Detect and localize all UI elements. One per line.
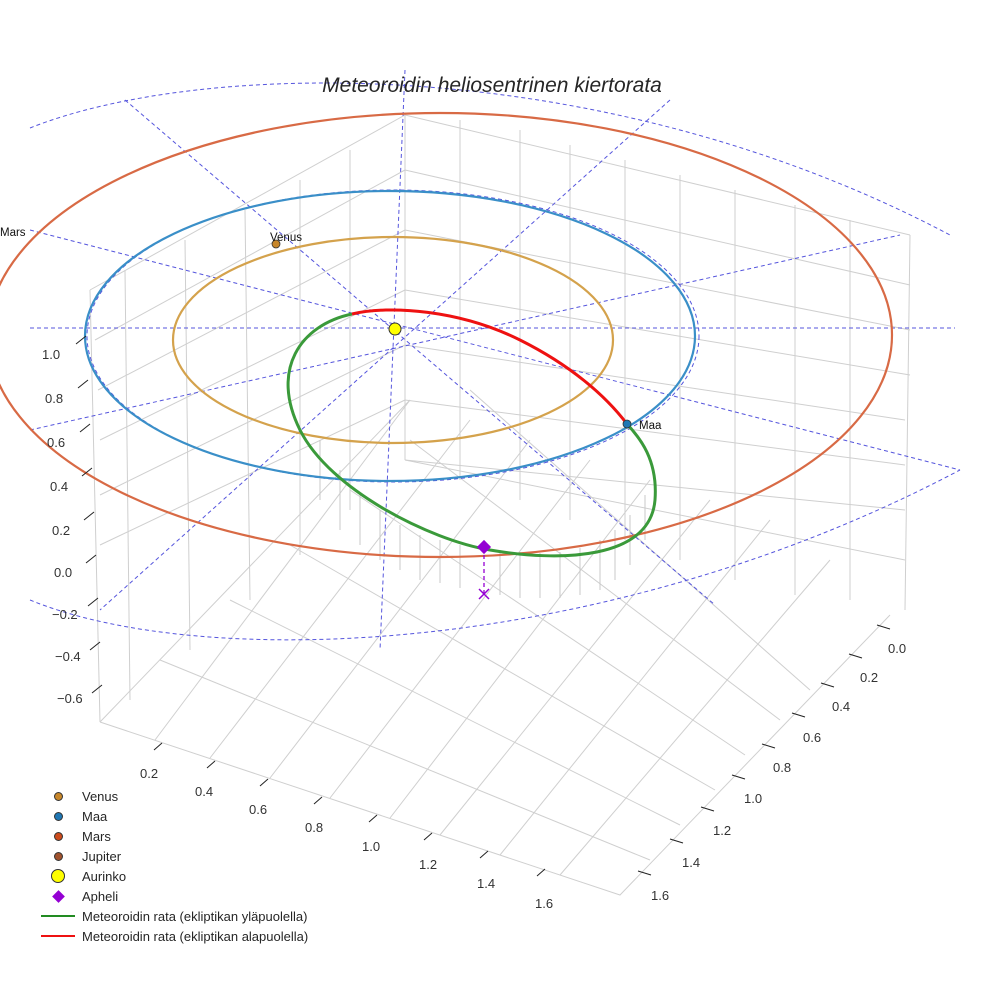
legend-label: Jupiter xyxy=(82,848,122,864)
z-tick: −0.6 xyxy=(57,691,83,706)
z-tick: 0.0 xyxy=(54,565,72,580)
x-tick: 0.4 xyxy=(195,784,213,799)
y-tick: 1.2 xyxy=(713,823,731,838)
x-tick: 0.2 xyxy=(140,0,158,3)
diamond-icon xyxy=(51,889,65,903)
legend: Venus Maa Mars Jupiter Aurinko Apheli Me… xyxy=(38,786,308,946)
y-tick: 1.4 xyxy=(682,855,700,870)
sun-icon xyxy=(51,869,65,883)
y-tick: 0.8 xyxy=(773,760,791,775)
legend-item-orbit-above: Meteoroidin rata (ekliptikan yläpuolella… xyxy=(38,906,308,926)
z-tick: 0.6 xyxy=(47,435,65,450)
red-line-icon xyxy=(41,935,75,937)
x-tick: 1.2 xyxy=(419,857,437,872)
legend-label: Meteoroidin rata (ekliptikan yläpuolella… xyxy=(82,908,308,924)
legend-item-venus: Venus xyxy=(38,786,308,806)
sun-marker xyxy=(388,322,402,336)
x-tick: 0.2 xyxy=(140,766,158,781)
apheli-marker xyxy=(476,539,492,555)
y-axis xyxy=(637,624,891,876)
legend-item-mars: Mars xyxy=(38,826,308,846)
legend-label: Aurinko xyxy=(82,868,127,884)
z-tick: 0.4 xyxy=(50,479,68,494)
jupiter-dot-icon xyxy=(53,851,63,861)
z-tick: 1.0 xyxy=(42,347,60,362)
maa-label: Maa xyxy=(639,420,662,432)
maa-dot-icon xyxy=(53,811,63,821)
x-tick: 0.6 xyxy=(249,802,267,817)
drop-lines xyxy=(319,440,646,598)
z-tick: −0.4 xyxy=(55,649,81,664)
z-tick: 0.8 xyxy=(45,391,63,406)
axes-box-grid xyxy=(89,114,911,896)
y-tick: 1.6 xyxy=(651,888,669,903)
x-tick: 1.4 xyxy=(477,876,495,891)
y-tick: 0.2 xyxy=(860,670,878,685)
z-tick: −0.2 xyxy=(52,607,78,622)
z-axis xyxy=(75,335,103,694)
legend-item-orbit-below: Meteoroidin rata (ekliptikan alapuolella… xyxy=(38,926,308,946)
y-tick: 1.0 xyxy=(744,791,762,806)
y-tick: 0.0 xyxy=(888,641,906,656)
x-axis xyxy=(153,742,546,877)
mars-orbit xyxy=(0,111,893,559)
legend-item-jupiter: Jupiter xyxy=(38,846,308,866)
mars-label: Mars xyxy=(0,227,26,239)
venus-label: Venus xyxy=(270,232,302,244)
legend-label: Meteoroidin rata (ekliptikan alapuolella… xyxy=(82,928,309,944)
x-tick: 1.0 xyxy=(362,839,380,854)
chart-title: Meteoroidin heliosentrinen kiertorata xyxy=(322,74,662,97)
maa-orbit xyxy=(83,189,697,483)
x-tick: 0.8 xyxy=(305,820,323,835)
maa-marker xyxy=(622,419,632,429)
venus-dot-icon xyxy=(53,791,63,801)
legend-label: Maa xyxy=(82,808,108,824)
legend-item-maa: Maa xyxy=(38,806,308,826)
z-tick: 0.2 xyxy=(52,523,70,538)
legend-label: Apheli xyxy=(82,888,119,904)
mars-dot-icon xyxy=(53,831,63,841)
y-tick: 0.6 xyxy=(803,730,821,745)
legend-item-aurinko: Aurinko xyxy=(38,866,308,886)
venus-orbit xyxy=(171,235,615,445)
x-tick: 1.6 xyxy=(535,896,553,911)
legend-item-apheli: Apheli xyxy=(38,886,308,906)
meteoroid-orbit-above xyxy=(286,312,657,558)
venus-marker xyxy=(271,239,281,249)
legend-label: Venus xyxy=(82,788,119,804)
legend-label: Mars xyxy=(82,828,111,844)
green-line-icon xyxy=(41,915,75,917)
apheli-projection-x-icon xyxy=(478,588,490,600)
y-tick: 0.4 xyxy=(832,699,850,714)
meteoroid-orbit-below xyxy=(351,308,629,425)
